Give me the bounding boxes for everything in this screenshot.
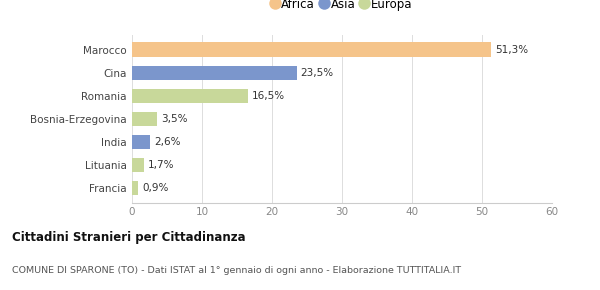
Text: 51,3%: 51,3% [496, 45, 529, 55]
Text: 16,5%: 16,5% [252, 91, 285, 101]
Text: 0,9%: 0,9% [143, 183, 169, 193]
Text: COMUNE DI SPARONE (TO) - Dati ISTAT al 1° gennaio di ogni anno - Elaborazione TU: COMUNE DI SPARONE (TO) - Dati ISTAT al 1… [12, 266, 461, 275]
Text: 1,7%: 1,7% [148, 160, 175, 170]
Text: 23,5%: 23,5% [301, 68, 334, 78]
Text: 3,5%: 3,5% [161, 114, 187, 124]
Bar [132, 112, 157, 126]
Text: Cittadini Stranieri per Cittadinanza: Cittadini Stranieri per Cittadinanza [12, 231, 245, 244]
Legend: Africa, Asia, Europa: Africa, Asia, Europa [267, 0, 417, 15]
Bar [132, 42, 491, 57]
Bar [132, 135, 150, 149]
Bar [132, 66, 296, 80]
Text: 2,6%: 2,6% [154, 137, 181, 147]
Bar [132, 158, 144, 172]
Bar [132, 89, 248, 103]
Bar [132, 181, 139, 195]
